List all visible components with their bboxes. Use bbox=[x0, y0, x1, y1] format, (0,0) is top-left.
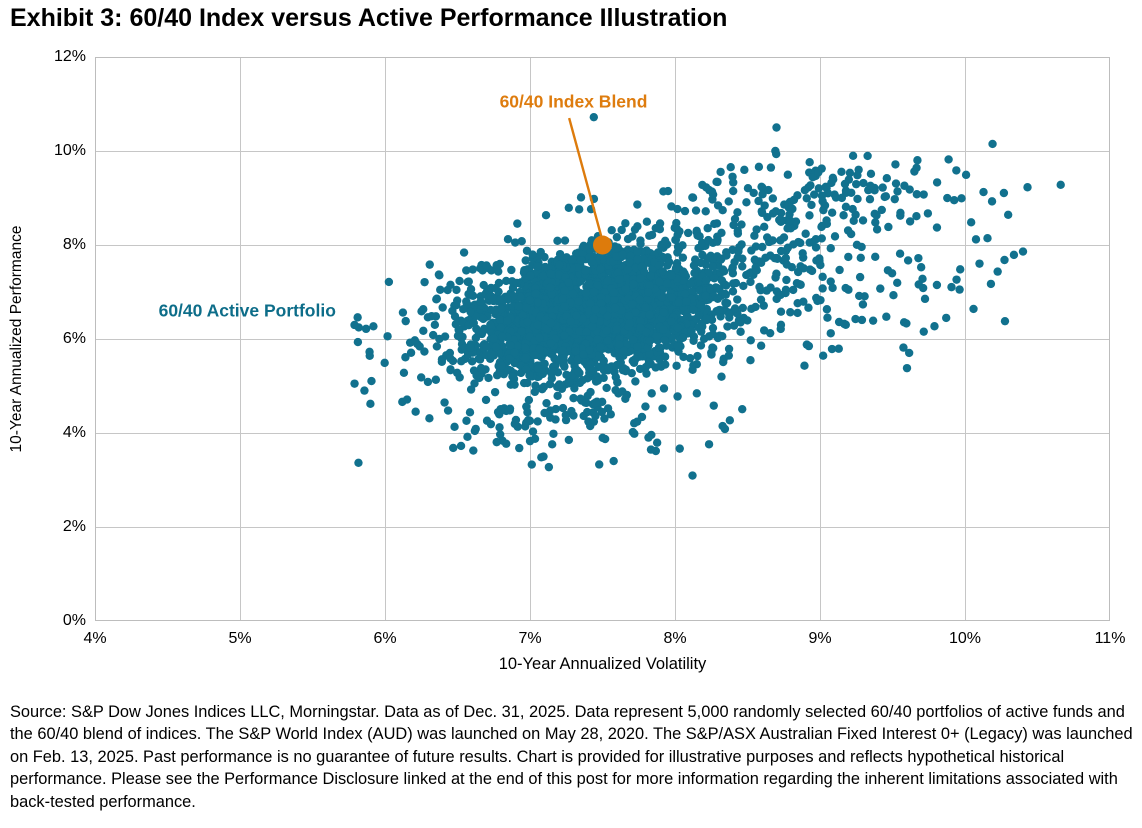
y-tick-label: 12% bbox=[53, 48, 86, 65]
scatter-plot-area: 60/40 Index Blend 60/40 Active Portfolio bbox=[95, 57, 1110, 621]
x-tick-label: 4% bbox=[83, 630, 107, 647]
y-tick-label: 10% bbox=[53, 142, 86, 159]
active-portfolio-annotation-label: 60/40 Active Portfolio bbox=[158, 300, 336, 321]
y-tick-label: 8% bbox=[62, 236, 86, 253]
y-tick-label: 0% bbox=[62, 612, 86, 629]
source-note: Source: S&P Dow Jones Indices LLC, Morni… bbox=[10, 703, 1133, 811]
x-tick-label: 5% bbox=[228, 630, 252, 647]
scatter-canvas bbox=[95, 57, 1110, 621]
x-tick-label: 10% bbox=[948, 630, 982, 647]
y-tick-label: 4% bbox=[62, 424, 86, 441]
x-tick-label: 8% bbox=[663, 630, 687, 647]
x-tick-label: 9% bbox=[808, 630, 832, 647]
y-tick-label: 2% bbox=[62, 518, 86, 535]
blend-annotation-label: 60/40 Index Blend bbox=[499, 91, 648, 112]
x-axis-title: 10-Year Annualized Volatility bbox=[498, 655, 707, 673]
x-tick-label: 6% bbox=[373, 630, 397, 647]
y-tick-label: 6% bbox=[62, 330, 86, 347]
x-tick-label: 7% bbox=[518, 630, 542, 647]
x-tick-label: 11% bbox=[1094, 630, 1126, 647]
exhibit-title: Exhibit 3: 60/40 Index versus Active Per… bbox=[10, 4, 728, 32]
